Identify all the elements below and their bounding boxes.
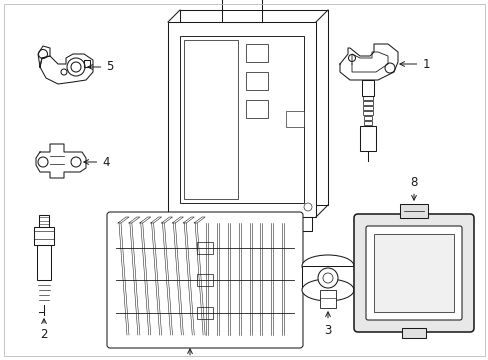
Text: 3: 3 xyxy=(324,312,331,337)
Text: 8: 8 xyxy=(409,175,417,200)
Bar xyxy=(197,274,213,286)
Bar xyxy=(363,116,372,120)
Bar xyxy=(361,80,373,96)
Bar xyxy=(172,217,311,231)
Bar xyxy=(222,0,262,22)
Bar xyxy=(197,306,213,319)
Bar xyxy=(399,204,427,218)
Text: 5: 5 xyxy=(88,60,113,73)
Bar xyxy=(363,101,372,105)
Bar xyxy=(363,106,372,110)
Text: 6: 6 xyxy=(186,349,193,360)
Bar xyxy=(363,121,371,125)
Text: 7: 7 xyxy=(0,359,1,360)
Ellipse shape xyxy=(302,255,353,277)
Bar xyxy=(183,40,238,199)
Bar xyxy=(359,126,375,151)
Bar xyxy=(187,231,223,239)
Text: 2: 2 xyxy=(40,319,48,342)
Bar xyxy=(34,227,54,245)
Bar xyxy=(401,328,425,338)
Text: 4: 4 xyxy=(83,156,109,168)
Bar xyxy=(168,22,315,217)
FancyBboxPatch shape xyxy=(365,226,461,320)
Ellipse shape xyxy=(302,279,353,301)
Circle shape xyxy=(317,268,337,288)
Bar xyxy=(245,72,267,90)
Bar xyxy=(362,96,372,100)
Bar xyxy=(285,111,304,127)
FancyBboxPatch shape xyxy=(107,212,303,348)
Text: 1: 1 xyxy=(399,58,429,71)
Bar xyxy=(180,10,327,205)
Bar xyxy=(245,44,267,62)
Bar xyxy=(319,290,335,308)
Bar xyxy=(302,266,353,290)
Bar xyxy=(37,245,51,280)
Bar xyxy=(197,242,213,253)
Bar xyxy=(245,100,267,118)
Bar xyxy=(180,36,304,203)
Bar xyxy=(39,215,49,227)
Bar xyxy=(363,111,372,115)
FancyBboxPatch shape xyxy=(353,214,473,332)
Bar xyxy=(373,234,453,312)
